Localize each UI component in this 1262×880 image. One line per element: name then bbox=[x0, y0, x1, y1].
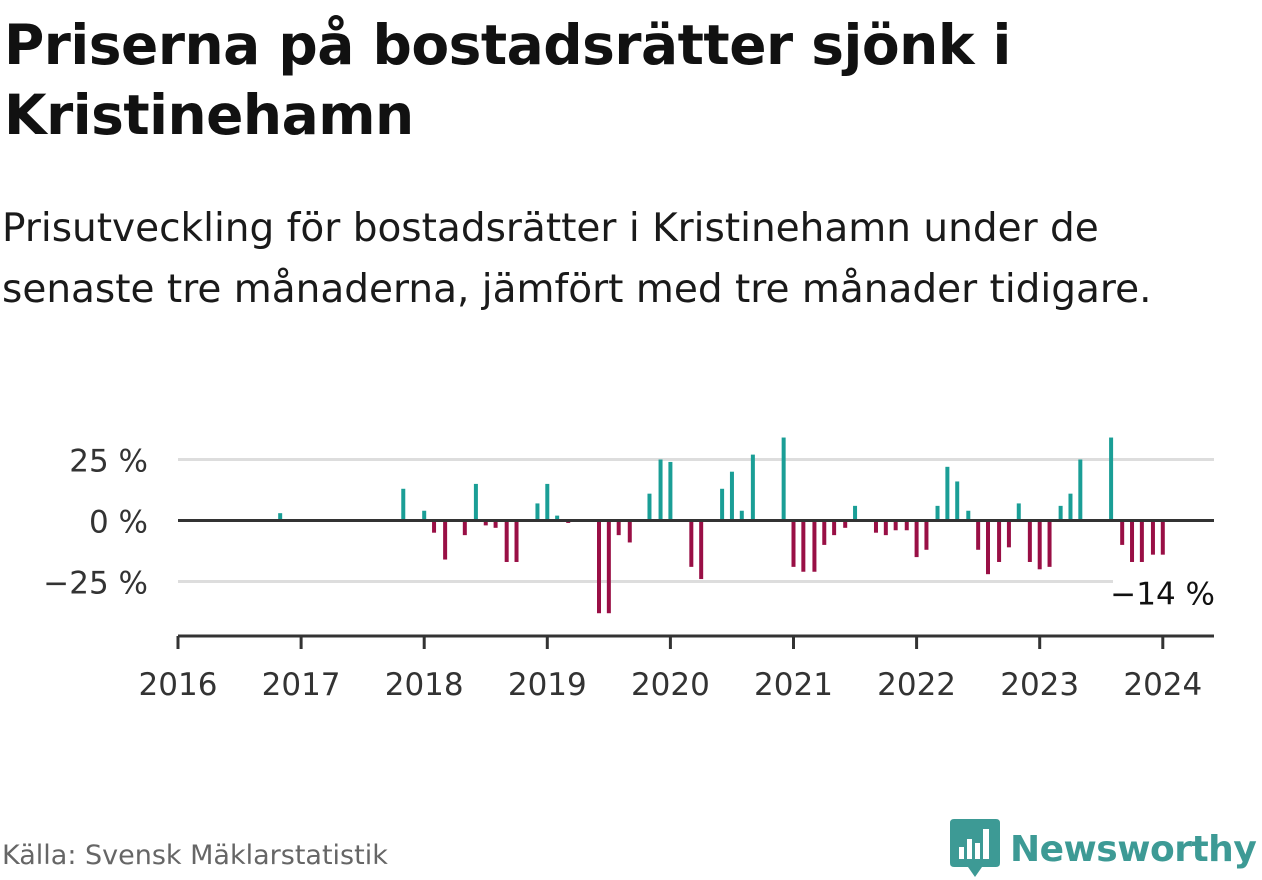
x-axis-labels: 2016 2017 2018 2019 2020 2021 2022 2023 2024 bbox=[139, 667, 1203, 703]
bar bbox=[627, 520, 632, 543]
bar bbox=[689, 520, 694, 567]
bar bbox=[606, 520, 611, 614]
bar bbox=[1058, 505, 1063, 521]
x-tick-label: 2024 bbox=[1123, 667, 1202, 703]
bar bbox=[812, 520, 817, 572]
bar bbox=[432, 520, 437, 533]
chart-subtitle: Prisutveckling för bostadsrätter i Krist… bbox=[2, 206, 1152, 312]
bar bbox=[1027, 520, 1032, 562]
bar bbox=[597, 520, 602, 614]
bar bbox=[924, 520, 929, 550]
bar bbox=[493, 520, 498, 528]
bar bbox=[904, 520, 909, 531]
bar bbox=[914, 520, 919, 558]
bar bbox=[801, 520, 806, 572]
bar bbox=[843, 520, 848, 528]
y-axis-labels: 25 % 0 % −25 % bbox=[43, 444, 148, 602]
bar bbox=[791, 520, 796, 567]
axes bbox=[176, 519, 1214, 649]
bar bbox=[1150, 520, 1155, 555]
bar bbox=[1037, 520, 1042, 570]
bar bbox=[473, 483, 478, 521]
x-tick-label: 2019 bbox=[508, 667, 587, 703]
bar-chart: 25 % 0 % −25 % 2016 2017 2018 2019 2020 2021 202… bbox=[43, 437, 1217, 703]
x-tick-label: 2016 bbox=[139, 667, 218, 703]
brand-logo-group: Newsworthy bbox=[950, 818, 1257, 880]
chart-title: Priserna på bostadsrätter sjönk i Kristi… bbox=[4, 13, 1011, 147]
bar bbox=[699, 520, 704, 580]
bar bbox=[658, 459, 663, 521]
bar bbox=[739, 510, 744, 521]
newsworthy-logo-icon bbox=[950, 819, 1000, 877]
bar bbox=[545, 483, 550, 521]
bar bbox=[1006, 520, 1011, 548]
y-tick-label: 25 % bbox=[69, 444, 148, 480]
y-tick-label: −25 % bbox=[43, 566, 148, 602]
last-value-label: −14 % bbox=[1110, 577, 1215, 613]
bar bbox=[883, 520, 888, 536]
bar bbox=[535, 503, 540, 521]
bar bbox=[955, 481, 960, 521]
bar bbox=[1139, 520, 1144, 562]
bar bbox=[1068, 493, 1073, 521]
bar bbox=[504, 520, 509, 562]
bar bbox=[443, 520, 448, 560]
bar bbox=[668, 461, 673, 521]
x-tick-label: 2020 bbox=[631, 667, 710, 703]
bar bbox=[966, 510, 971, 521]
bar bbox=[985, 520, 990, 575]
bar bbox=[555, 515, 560, 521]
bar bbox=[976, 520, 981, 550]
last-value-label-bg bbox=[1113, 574, 1217, 615]
bar bbox=[1047, 520, 1052, 567]
bar bbox=[401, 488, 406, 521]
x-tick-label: 2018 bbox=[385, 667, 464, 703]
bar bbox=[822, 520, 827, 545]
bar bbox=[514, 520, 519, 562]
bar bbox=[483, 520, 488, 526]
bars bbox=[278, 437, 1165, 614]
bar bbox=[853, 505, 858, 521]
y-tick-label: 0 % bbox=[89, 505, 148, 541]
bar bbox=[729, 471, 734, 521]
x-tick-label: 2021 bbox=[754, 667, 833, 703]
bar bbox=[832, 520, 837, 536]
x-tick-label: 2017 bbox=[262, 667, 341, 703]
bar bbox=[781, 437, 786, 521]
bar bbox=[1120, 520, 1125, 545]
bar bbox=[750, 454, 755, 521]
bar bbox=[1078, 459, 1083, 521]
bar bbox=[945, 466, 950, 521]
grid-lines bbox=[178, 458, 1214, 583]
bar bbox=[1130, 520, 1135, 562]
bar bbox=[1160, 520, 1165, 555]
bar bbox=[873, 520, 878, 533]
bar bbox=[997, 520, 1002, 562]
bar bbox=[1016, 503, 1021, 521]
bar bbox=[462, 520, 467, 536]
bar bbox=[720, 488, 725, 521]
bar bbox=[647, 493, 652, 521]
bar bbox=[893, 520, 898, 531]
bar bbox=[1109, 437, 1114, 521]
brand-name: Newsworthy bbox=[1010, 828, 1257, 870]
bar bbox=[935, 505, 940, 521]
annotations: −14 % bbox=[1110, 574, 1217, 615]
bar bbox=[278, 513, 283, 521]
bar bbox=[422, 510, 427, 521]
x-tick-label: 2023 bbox=[1000, 667, 1079, 703]
bar bbox=[616, 520, 621, 536]
x-tick-label: 2022 bbox=[877, 667, 956, 703]
source-note: Källa: Svensk Mäklarstatistik bbox=[2, 840, 388, 871]
